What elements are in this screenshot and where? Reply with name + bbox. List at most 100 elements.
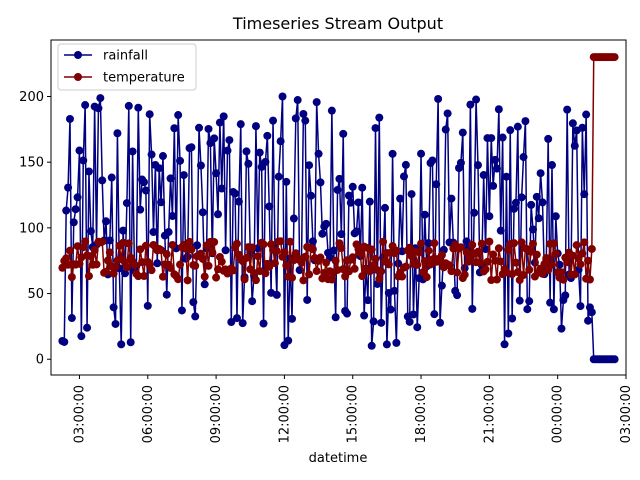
rainfall-point bbox=[176, 156, 185, 165]
rainfall-point bbox=[105, 236, 114, 245]
rainfall-point bbox=[278, 92, 287, 101]
temperature-point bbox=[67, 273, 76, 282]
rainfall-point bbox=[291, 114, 300, 123]
rainfall-point bbox=[333, 185, 342, 194]
temperature-point bbox=[111, 262, 120, 271]
temperature-point bbox=[62, 254, 71, 263]
temperature-point bbox=[371, 254, 380, 263]
rainfall-point bbox=[346, 198, 355, 207]
rainfall-point bbox=[570, 141, 579, 150]
temperature-point bbox=[75, 259, 84, 268]
x-tick-label: 21:00:00 bbox=[482, 385, 497, 443]
rainfall-point bbox=[64, 183, 73, 192]
x-axis-label: datetime bbox=[309, 451, 368, 466]
rainfall-point bbox=[232, 314, 241, 323]
rainfall-point bbox=[396, 194, 405, 203]
rainfall-point bbox=[428, 156, 437, 165]
rainfall-point bbox=[327, 106, 336, 115]
rainfall-point bbox=[322, 219, 331, 228]
temperature-point bbox=[198, 254, 207, 263]
rainfall-point bbox=[407, 190, 416, 199]
rainfall-point bbox=[510, 204, 519, 213]
rainfall-point bbox=[282, 177, 291, 186]
rainfall-point bbox=[111, 319, 120, 328]
rainfall-point bbox=[529, 225, 538, 234]
rainfall-point bbox=[517, 193, 526, 202]
temperature-point bbox=[305, 270, 314, 279]
rainfall-point bbox=[113, 129, 122, 138]
rainfall-point bbox=[217, 184, 226, 193]
rainfall-point bbox=[162, 290, 171, 299]
rainfall-point bbox=[84, 167, 93, 176]
x-axis: 03:00:00 06:00:00 09:00:00 12:00:00 15:00:00… bbox=[72, 375, 634, 443]
rainfall-point bbox=[75, 146, 84, 155]
rainfall-point bbox=[515, 296, 524, 305]
temperature-point bbox=[259, 240, 268, 249]
temperature-point bbox=[456, 243, 465, 252]
temperature-point bbox=[124, 239, 133, 248]
rainfall-point bbox=[434, 94, 443, 103]
rainfall-point bbox=[77, 332, 86, 341]
rainfall-point bbox=[551, 212, 560, 221]
temperature-point bbox=[240, 275, 249, 284]
rainfall-point bbox=[141, 186, 150, 195]
rainfall-point bbox=[424, 239, 433, 248]
rainfall-point bbox=[582, 110, 591, 119]
temperature-point bbox=[147, 266, 156, 275]
temperature-point bbox=[86, 252, 95, 261]
temperature-point bbox=[580, 238, 589, 247]
temperature-point bbox=[405, 243, 414, 252]
temperature-point bbox=[576, 260, 585, 269]
temperature-point bbox=[468, 240, 477, 249]
temperature-point bbox=[559, 275, 568, 284]
temperature-point bbox=[288, 273, 297, 282]
rainfall-point bbox=[147, 150, 156, 159]
rainfall-point bbox=[158, 152, 167, 161]
x-tick-label: 06:00:00 bbox=[141, 385, 156, 443]
rainfall-point bbox=[489, 181, 498, 190]
temperature-point bbox=[138, 258, 147, 267]
rainfall-point bbox=[468, 304, 477, 313]
temperature-point bbox=[356, 249, 365, 258]
temperature-point bbox=[270, 259, 279, 268]
rainfall-point bbox=[139, 178, 148, 187]
temperature-point bbox=[337, 244, 346, 253]
temperature-point bbox=[365, 267, 374, 276]
rainfall-point bbox=[81, 101, 90, 110]
y-tick-label: 100 bbox=[19, 221, 44, 236]
temperature-point bbox=[587, 244, 596, 253]
rainfall-point bbox=[219, 112, 228, 121]
rainfall-point bbox=[335, 174, 344, 183]
rainfall-point bbox=[318, 229, 327, 238]
rainfall-point bbox=[145, 110, 154, 119]
rainfall-point bbox=[348, 182, 357, 191]
rainfall-point bbox=[506, 126, 515, 135]
temperature-point bbox=[174, 275, 183, 284]
rainfall-point bbox=[492, 164, 501, 173]
rainfall-point bbox=[487, 134, 496, 143]
rainfall-point bbox=[288, 314, 297, 323]
series-rainfall bbox=[58, 92, 619, 364]
temperature-point bbox=[141, 241, 150, 250]
temperature-point bbox=[551, 249, 560, 258]
rainfall-point bbox=[466, 100, 475, 109]
rainfall-point bbox=[388, 149, 397, 158]
temperature-point bbox=[570, 270, 579, 279]
temperature-point bbox=[492, 275, 501, 284]
y-axis: 0 50 100 150 200 bbox=[19, 90, 51, 368]
rainfall-point bbox=[534, 214, 543, 223]
rainfall-point bbox=[584, 316, 593, 325]
temperature-point bbox=[90, 246, 99, 255]
rainfall-point bbox=[73, 193, 82, 202]
rainfall-point bbox=[191, 312, 200, 321]
rainfall-point bbox=[269, 116, 278, 125]
rainfall-point bbox=[521, 117, 530, 126]
rainfall-point bbox=[251, 122, 260, 131]
rainfall-point bbox=[117, 340, 126, 349]
temperature-point bbox=[210, 238, 219, 247]
x-tick-label: 03:00:00 bbox=[72, 385, 87, 443]
rainfall-point bbox=[523, 305, 532, 314]
rainfall-point bbox=[231, 189, 240, 198]
temperature-point bbox=[460, 270, 469, 279]
chart-title: Timeseries Stream Output bbox=[232, 14, 443, 33]
